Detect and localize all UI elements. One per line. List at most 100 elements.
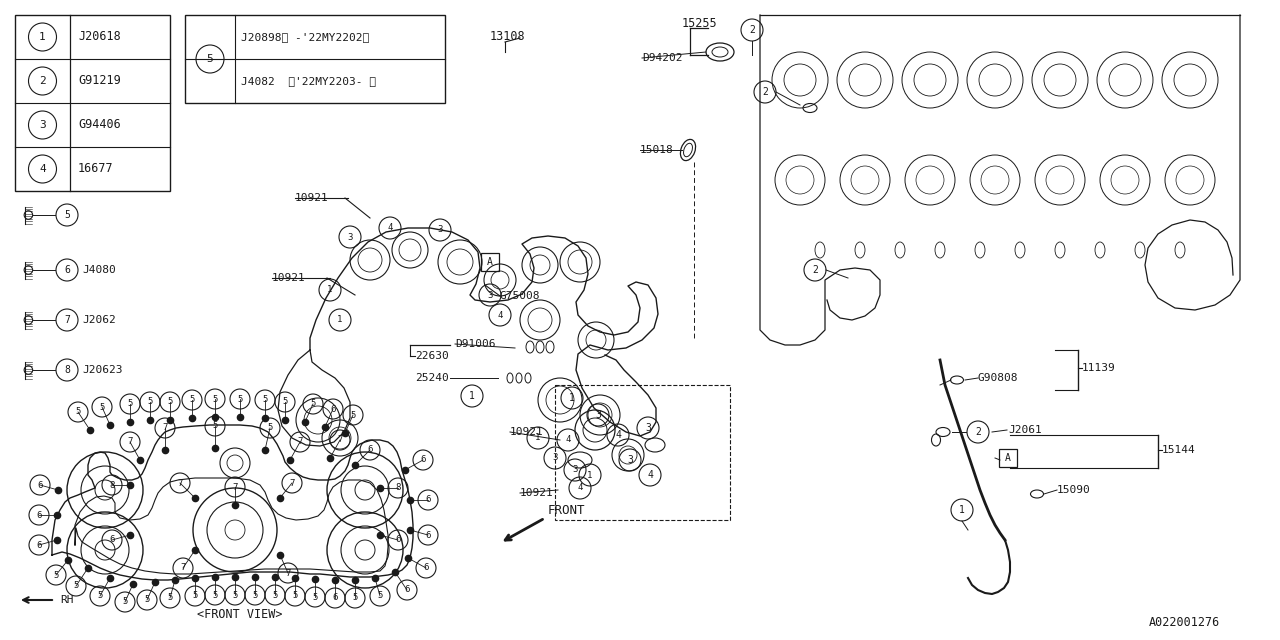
Text: 1: 1 — [328, 285, 333, 294]
Text: 13108: 13108 — [490, 30, 526, 43]
Bar — [556, 385, 730, 520]
Text: <FRONT VIEW>: <FRONT VIEW> — [197, 609, 283, 621]
Text: 2: 2 — [975, 427, 980, 437]
Text: 5: 5 — [192, 591, 197, 600]
Text: J4080: J4080 — [82, 265, 115, 275]
Text: 6: 6 — [36, 511, 42, 520]
Text: 7: 7 — [163, 424, 168, 433]
Text: 5: 5 — [352, 593, 357, 602]
Text: 11139: 11139 — [1082, 363, 1116, 373]
Text: 2: 2 — [749, 25, 755, 35]
Text: A: A — [488, 257, 493, 267]
Text: 5: 5 — [64, 210, 70, 220]
Text: 6: 6 — [36, 541, 42, 550]
Text: 7: 7 — [127, 438, 133, 447]
Text: 7: 7 — [178, 479, 183, 488]
Text: 6: 6 — [420, 456, 426, 465]
Text: 6: 6 — [64, 265, 70, 275]
Text: 5: 5 — [351, 410, 356, 419]
Text: 6: 6 — [37, 481, 42, 490]
Text: 5: 5 — [378, 591, 383, 600]
Text: J20618: J20618 — [78, 31, 120, 44]
Text: 7: 7 — [64, 315, 70, 325]
Text: 5: 5 — [127, 399, 133, 408]
Text: 1: 1 — [588, 470, 593, 479]
Text: 6: 6 — [404, 586, 410, 595]
Text: 10921: 10921 — [294, 193, 329, 203]
Text: 16677: 16677 — [78, 163, 114, 175]
Text: 5: 5 — [237, 394, 243, 403]
Text: 1: 1 — [570, 393, 575, 403]
Text: 5: 5 — [189, 396, 195, 404]
Text: G75008: G75008 — [500, 291, 540, 301]
Text: J2061: J2061 — [1009, 425, 1042, 435]
Text: 8: 8 — [396, 483, 401, 493]
Bar — [15, 15, 170, 191]
Text: 5: 5 — [145, 595, 150, 605]
Text: A022001276: A022001276 — [1148, 616, 1220, 628]
Text: D91006: D91006 — [454, 339, 495, 349]
Text: RH: RH — [60, 595, 73, 605]
Text: 5: 5 — [54, 570, 59, 579]
Text: 5: 5 — [310, 399, 316, 408]
Text: 15018: 15018 — [640, 145, 673, 155]
Text: 10921: 10921 — [509, 427, 544, 437]
Text: 3: 3 — [438, 225, 443, 234]
Text: 5: 5 — [292, 591, 298, 600]
Text: 8: 8 — [109, 481, 115, 490]
Text: 4: 4 — [498, 310, 503, 319]
Bar — [481, 253, 499, 271]
Text: J4082  （'22MY2203- ）: J4082 （'22MY2203- ） — [241, 76, 376, 86]
Text: 5: 5 — [168, 397, 173, 406]
Text: 15144: 15144 — [1162, 445, 1196, 455]
Text: 6: 6 — [425, 495, 430, 504]
Text: J2062: J2062 — [82, 315, 115, 325]
Text: G90808: G90808 — [978, 373, 1019, 383]
Text: 7: 7 — [338, 435, 343, 445]
Text: 22630: 22630 — [415, 351, 449, 361]
Text: 5: 5 — [206, 54, 214, 64]
Text: 5: 5 — [168, 593, 173, 602]
Text: 7: 7 — [232, 483, 238, 492]
Text: 5: 5 — [268, 424, 273, 433]
Text: 2: 2 — [762, 87, 768, 97]
Text: 25240: 25240 — [415, 373, 449, 383]
Text: D94202: D94202 — [643, 53, 682, 63]
Text: 3: 3 — [552, 454, 558, 463]
Text: 2: 2 — [812, 265, 818, 275]
Text: 5: 5 — [232, 591, 238, 600]
Text: A: A — [1005, 453, 1011, 463]
Text: 4: 4 — [40, 164, 46, 174]
Text: 5: 5 — [100, 403, 105, 412]
Text: 5: 5 — [97, 591, 102, 600]
Text: 4: 4 — [388, 223, 393, 232]
Text: 4: 4 — [648, 470, 653, 480]
Text: 5: 5 — [212, 394, 218, 403]
Text: 10921: 10921 — [273, 273, 306, 283]
Text: 3: 3 — [595, 410, 600, 420]
Text: 5: 5 — [147, 397, 152, 406]
Text: 1: 1 — [959, 505, 965, 515]
Text: 6: 6 — [333, 593, 338, 602]
Text: 6: 6 — [425, 531, 430, 540]
Text: 10921: 10921 — [520, 488, 554, 498]
Text: 5: 5 — [262, 396, 268, 404]
Text: FRONT: FRONT — [548, 504, 585, 516]
Text: 6: 6 — [367, 445, 372, 454]
Text: 5: 5 — [123, 598, 128, 607]
Text: 3: 3 — [488, 291, 493, 300]
Text: 1: 1 — [535, 433, 540, 442]
Text: 4: 4 — [616, 430, 621, 440]
Text: J20898（ -'22MY2202）: J20898（ -'22MY2202） — [241, 32, 369, 42]
Text: 4: 4 — [566, 435, 571, 445]
Text: 7: 7 — [297, 438, 302, 447]
Text: 4: 4 — [577, 483, 582, 493]
Text: 5: 5 — [273, 591, 278, 600]
Text: 6: 6 — [330, 404, 335, 413]
Text: 2: 2 — [40, 76, 46, 86]
Text: 8: 8 — [64, 365, 70, 375]
Text: 3: 3 — [627, 455, 632, 465]
Text: 7: 7 — [180, 563, 186, 573]
Text: 1: 1 — [338, 316, 343, 324]
Text: 5: 5 — [212, 591, 218, 600]
